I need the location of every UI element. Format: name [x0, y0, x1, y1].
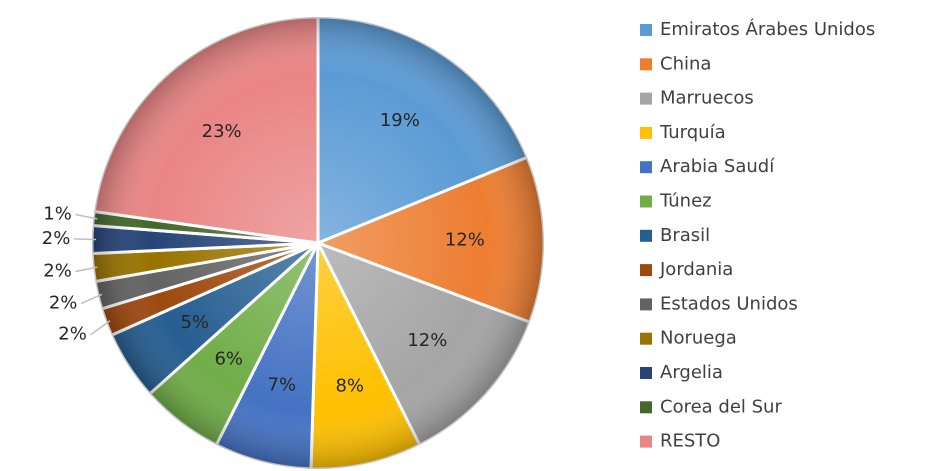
legend-label: Marruecos: [660, 88, 754, 109]
leader-line: [75, 266, 98, 273]
data-label: 12%: [407, 330, 447, 351]
labels: 19% 12% 12% 8% 7% 6%5% 2% 2% 2% 2% 1% 23%: [42, 110, 485, 396]
legend-swatch: [640, 401, 652, 414]
legend-swatch: [640, 435, 652, 448]
data-label: 2%: [43, 260, 72, 281]
legend-label: Emiratos Árabes Unidos: [660, 18, 875, 40]
legend-swatch: [640, 58, 652, 71]
data-label: 1%: [43, 204, 72, 225]
data-label: 6%: [214, 349, 243, 370]
legend-swatch: [640, 264, 652, 277]
legend-swatch: [640, 195, 652, 208]
legend-label: RESTO: [660, 431, 720, 452]
leader-line: [75, 213, 98, 220]
data-label: 2%: [42, 228, 71, 249]
legend-swatch: [640, 161, 652, 174]
legend-swatch: [640, 92, 652, 105]
legend-label: Arabia Saudí: [660, 156, 775, 177]
legend-label: Estados Unidos: [660, 293, 798, 314]
data-label: 23%: [202, 121, 242, 142]
legend-label: Brasil: [660, 225, 710, 246]
leader-line: [90, 320, 111, 336]
data-label: 7%: [268, 374, 297, 395]
data-label: 12%: [445, 230, 485, 251]
legend-swatch: [640, 298, 652, 311]
data-label: 2%: [49, 293, 78, 314]
legend-swatch: [640, 229, 652, 242]
legend-swatch: [640, 332, 652, 345]
legend-label: China: [660, 53, 711, 74]
data-label: 8%: [335, 375, 364, 396]
legend: Emiratos Árabes Unidos China Marruecos Turq…: [640, 18, 875, 452]
data-label: 2%: [58, 324, 87, 345]
legend-swatch: [640, 24, 652, 36]
legend-label: Argelia: [660, 362, 723, 383]
data-label: 19%: [380, 110, 420, 131]
legend-label: Jordania: [659, 259, 733, 280]
legend-label: Noruega: [660, 328, 737, 349]
legend-swatch: [640, 126, 652, 139]
leader-line: [80, 293, 103, 305]
legend-label: Túnez: [659, 191, 712, 212]
data-label: 5%: [180, 312, 209, 333]
legend-label: Turquía: [659, 122, 726, 143]
leader-line: [74, 238, 97, 241]
legend-swatch: [640, 367, 652, 379]
legend-label: Corea del Sur: [660, 396, 782, 417]
